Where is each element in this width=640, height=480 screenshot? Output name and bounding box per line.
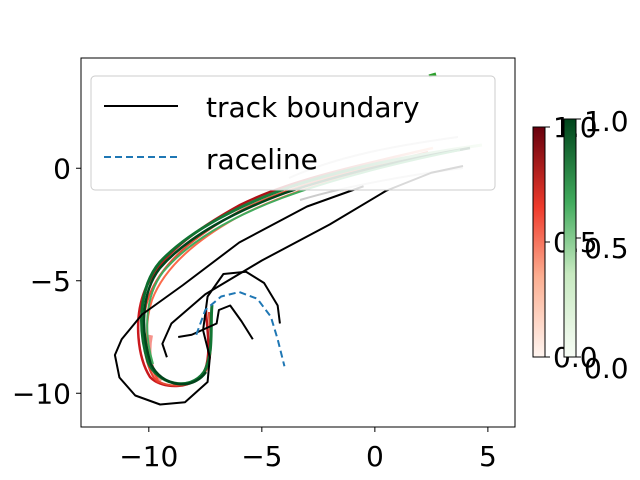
legend: track boundary raceline <box>90 75 496 191</box>
colorbar-greens-label-0: 0.0 <box>584 352 629 385</box>
legend-box <box>90 75 496 191</box>
x-tick-label: −10 <box>119 440 178 473</box>
x-tick-label: 5 <box>479 440 497 473</box>
track-boundary-line-2 <box>178 304 254 340</box>
y-tick-label: −10 <box>12 377 71 410</box>
y-tick-label: 0 <box>53 152 71 185</box>
y-axis: 0 −5 −10 <box>12 152 81 410</box>
colorbar-reds-bar <box>532 126 546 358</box>
x-tick-label: −5 <box>241 440 282 473</box>
colorbar-greens-bar <box>563 118 577 358</box>
y-tick-label: −5 <box>30 265 71 298</box>
legend-label-raceline: raceline <box>206 143 318 176</box>
colorbar-greens-label-1: 0.5 <box>584 232 629 265</box>
x-axis: −10 −5 0 5 <box>119 427 497 473</box>
raceline-line-0 <box>195 291 286 367</box>
colorbar-greens: 0.0 0.5 1.0 <box>563 105 629 385</box>
colorbar-greens-label-2: 1.0 <box>584 105 629 138</box>
x-tick-label: 0 <box>366 440 384 473</box>
legend-label-track-boundary: track boundary <box>206 91 420 124</box>
